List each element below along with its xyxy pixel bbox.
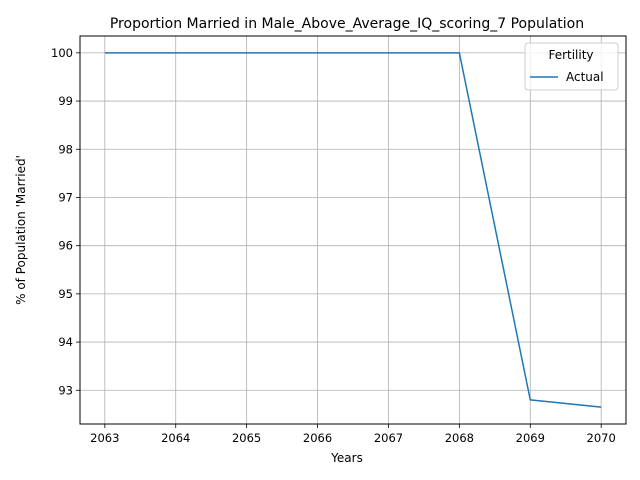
x-tick-label: 2063 [90,431,119,445]
x-tick-label: 2069 [516,431,545,445]
x-tick-label: 2066 [303,431,332,445]
plot-area-frame [79,35,627,425]
x-axis-ticks: 2063 2064 2065 2066 2067 2068 2069 2070 [90,424,616,445]
y-tick-label: 93 [58,383,73,397]
legend-title: Fertility [548,48,593,62]
x-tick-label: 2068 [445,431,474,445]
y-axis-ticks: 93 94 95 96 97 98 99 100 [51,46,80,397]
y-tick-label: 96 [58,239,73,253]
y-tick-label: 98 [58,142,73,156]
x-tick-label: 2067 [374,431,403,445]
y-tick-label: 100 [51,46,73,60]
grid [80,36,626,424]
y-tick-label: 97 [58,190,73,204]
legend: Fertility Actual [524,42,619,91]
x-tick-label: 2070 [587,431,616,445]
x-tick-label: 2064 [161,431,190,445]
series-line-actual [104,52,602,408]
y-axis-label: % of Population 'Married' [14,155,28,305]
chart-title: Proportion Married in Male_Above_Average… [110,16,584,32]
x-tick-label: 2065 [232,431,261,445]
legend-entry-actual: Actual [566,70,604,84]
series-layer [104,52,602,408]
x-axis-label: Years [330,451,363,465]
y-tick-label: 94 [58,335,73,349]
y-tick-label: 95 [58,287,73,301]
legend-frame [524,42,619,91]
y-tick-label: 99 [58,94,73,108]
